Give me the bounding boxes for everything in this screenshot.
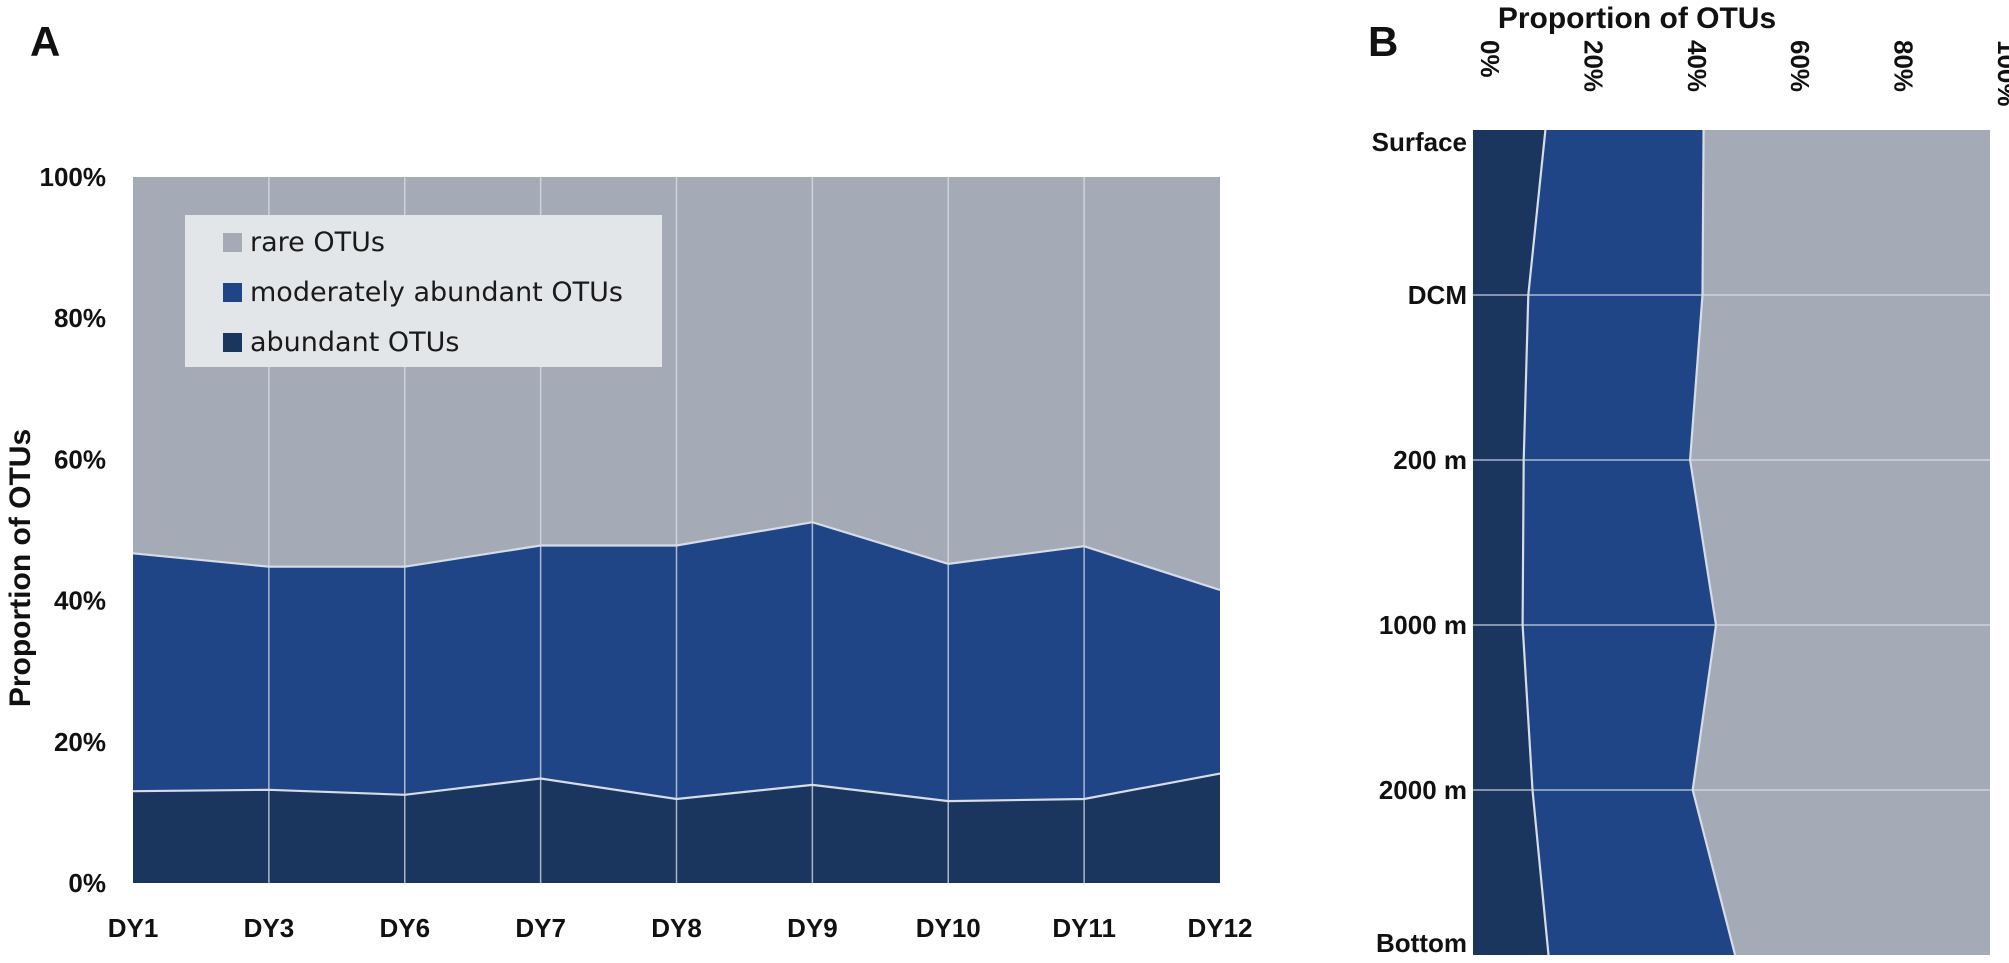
- panel-b-x-tick-label: 40%: [1682, 40, 1712, 92]
- panel-b-letter: B: [1368, 18, 1398, 65]
- panel-b-depth-label: DCM: [1408, 280, 1467, 310]
- panel-b-areas: [1473, 130, 1990, 955]
- panel-a-x-tick-label: DY12: [1187, 913, 1252, 943]
- panel-a-boundary-abundant: [132, 772, 1221, 803]
- panel-b-x-tick-label: 0%: [1475, 40, 1505, 78]
- panel-a-x-tick-label: DY1: [108, 913, 159, 943]
- panel-a-y-tick-label: 20%: [54, 727, 106, 757]
- panel-b-depth-label: 2000 m: [1379, 775, 1467, 805]
- panel-b-depth-label: 200 m: [1393, 445, 1467, 475]
- panel-a-letter: A: [30, 18, 60, 65]
- panel-a-gridlines: [268, 177, 1085, 883]
- panel-a-x-tick-label: DY7: [515, 913, 566, 943]
- panel-a-y-tick-label: 0%: [68, 868, 106, 898]
- panel-b-area-rare: [1690, 130, 1990, 955]
- panel-a-stacked-area-chart: 0%20%40%60%80%100% DY1 DY3 DY6 DY7 DY8 DY9 DY1…: [4, 162, 1253, 943]
- panel-a-y-tick-label: 40%: [54, 586, 106, 616]
- legend-swatch-rare: [223, 233, 242, 252]
- panel-b-gridlines: [1473, 294, 1990, 791]
- panel-b-x-tick-label: 20%: [1578, 40, 1608, 92]
- panel-a-x-tick-label: DY6: [379, 913, 430, 943]
- panel-a-x-tick-label: DY8: [651, 913, 702, 943]
- panel-a-y-tick-label: 80%: [54, 303, 106, 333]
- panel-b-x-tick-label: 60%: [1785, 40, 1815, 92]
- panel-a-series-boundaries: [132, 521, 1221, 803]
- legend-label-moderate: moderately abundant OTUs: [250, 277, 623, 308]
- panel-b-boundary-abundant: [1521, 129, 1550, 956]
- panel-a-legend: rare OTUs moderately abundant OTUs abund…: [185, 215, 662, 367]
- panel-a-y-tick-labels: 0% 20% 40% 60% 80% 100%: [40, 162, 107, 898]
- panel-b-depth-label: Surface: [1372, 127, 1467, 157]
- panel-a-boundary-moderate: [132, 521, 1221, 592]
- panel-b-x-tick-labels: 0% 20% 40% 60% 80% 100%: [1475, 40, 2009, 107]
- panel-b-series-boundaries: [1521, 129, 1737, 956]
- panel-a-y-tick-label: 100%: [40, 162, 107, 192]
- panel-b-boundary-moderate: [1688, 129, 1737, 956]
- panel-a-x-tick-label: DY11: [1052, 913, 1116, 943]
- panel-a-y-axis-title: Proportion of OTUs: [4, 429, 37, 707]
- panel-a-x-tick-label: DY9: [787, 913, 838, 943]
- legend-swatch-abundant: [223, 333, 242, 352]
- panel-a-x-tick-label: DY10: [916, 913, 981, 943]
- panel-b-depth-labels: Surface DCM 200 m 1000 m 2000 m Bottom: [1372, 127, 1467, 958]
- panel-b-depth-label: Bottom: [1376, 928, 1467, 958]
- panel-b-x-axis-title: Proportion of OTUs: [1498, 2, 1776, 35]
- legend-swatch-moderate: [223, 283, 242, 302]
- panel-a-x-tick-labels: DY1 DY3 DY6 DY7 DY8 DY9 DY10 DY11 DY12: [108, 913, 1253, 943]
- panel-b-x-tick-label: 80%: [1889, 40, 1919, 92]
- panel-b-stacked-area-chart: 0% 20% 40% 60% 80% 100% Surface DCM 200 m 1000 m…: [1372, 2, 2009, 958]
- panel-b-x-tick-label: 100%: [1992, 40, 2009, 107]
- panel-a-y-tick-label: 60%: [54, 444, 106, 474]
- panel-a-x-tick-label: DY3: [244, 913, 295, 943]
- panel-b-area-moderate: [1522, 130, 1736, 955]
- legend-background: [185, 215, 662, 367]
- panel-b-depth-label: 1000 m: [1379, 610, 1467, 640]
- legend-label-abundant: abundant OTUs: [250, 327, 459, 358]
- legend-label-rare: rare OTUs: [250, 227, 385, 258]
